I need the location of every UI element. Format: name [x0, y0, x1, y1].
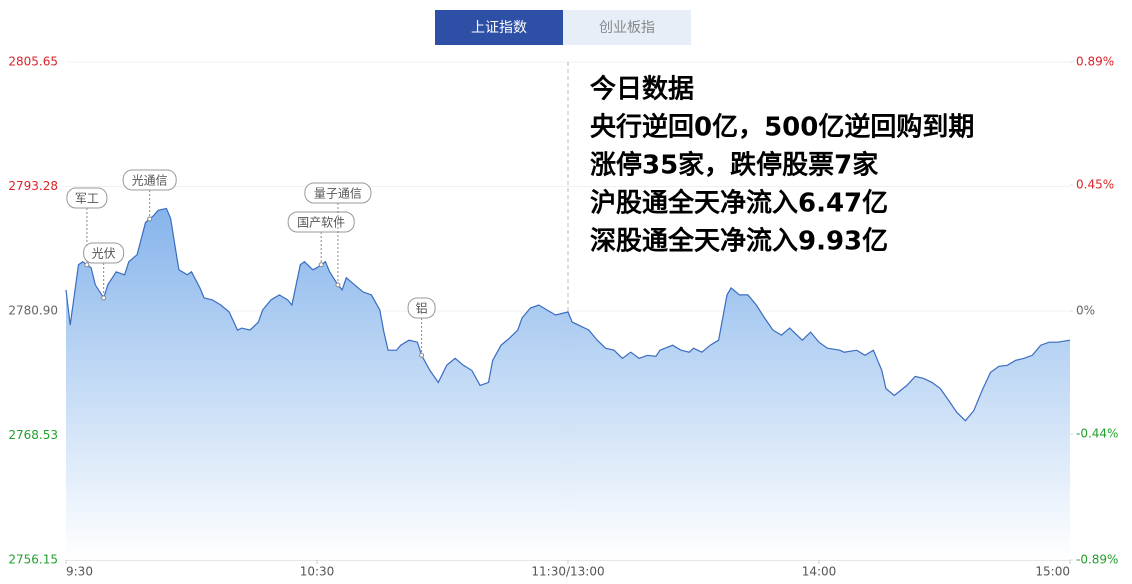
line [65, 207, 1071, 422]
tab[interactable] [435, 10, 563, 45]
annotation-dot [335, 282, 341, 288]
annotation-box [83, 242, 125, 264]
y2-tick-label: -0.89% [1076, 553, 1118, 567]
annotation-dot [101, 295, 107, 301]
annotation-dot [318, 262, 324, 268]
y2-tick-label: 0.45% [1076, 178, 1114, 192]
annotation-label: 光通信 [132, 174, 168, 188]
annotation-dot [419, 352, 425, 358]
annotation-dot [84, 262, 90, 268]
notes-title: 今日数据 [590, 74, 694, 105]
notes-line: 央行逆回0亿，500亿逆回购到期 [590, 112, 974, 143]
x-tick-label: 15:00 [1035, 565, 1070, 579]
area [66, 208, 1070, 560]
x-tick-label: 11:30/13:00 [531, 565, 604, 579]
annotation-label: 军工 [75, 192, 99, 206]
notes: 今日数据央行逆回0亿，500亿逆回购到期涨停35家，跌停股票7家沪股通全天净流入… [590, 74, 974, 257]
annotation-label: 光伏 [92, 247, 116, 261]
annotation-label: 量子通信 [314, 187, 362, 201]
x-tick-label: 9:30 [66, 565, 93, 579]
y2-tick-label: 0.89% [1076, 55, 1114, 69]
tab-bar: 上证指数 创业板指 [435, 10, 691, 45]
annotation-dot [147, 216, 153, 222]
y-tick-label: 2780.90 [8, 304, 58, 318]
y-tick-label: 2768.53 [8, 428, 58, 442]
y2-tick-label: -0.44% [1076, 427, 1118, 441]
notes-line: 沪股通全天净流入6.47亿 [590, 188, 888, 219]
y2-tick-label: 0% [1076, 304, 1095, 318]
tab-label[interactable]: 创业板指 [599, 20, 655, 36]
annotation-box [407, 297, 436, 319]
notes-line: 涨停35家，跌停股票7家 [590, 150, 878, 181]
notes-line: 深股通全天净流入9.93亿 [590, 226, 888, 257]
tab[interactable] [563, 10, 691, 45]
tab-label[interactable]: 上证指数 [471, 20, 527, 36]
annotation-box [122, 169, 177, 191]
y-tick-label: 2756.15 [8, 553, 58, 567]
annotation-box [66, 187, 108, 209]
annotation-label: 国产软件 [297, 216, 345, 230]
y-tick-label: 2805.65 [8, 55, 58, 69]
x-tick-label: 10:30 [300, 565, 335, 579]
y-tick-label: 2793.28 [8, 179, 58, 193]
x-tick-label: 14:00 [802, 565, 837, 579]
plot [65, 207, 1071, 560]
annotation-label: 铝 [416, 301, 428, 316]
annotation-box [304, 182, 372, 204]
